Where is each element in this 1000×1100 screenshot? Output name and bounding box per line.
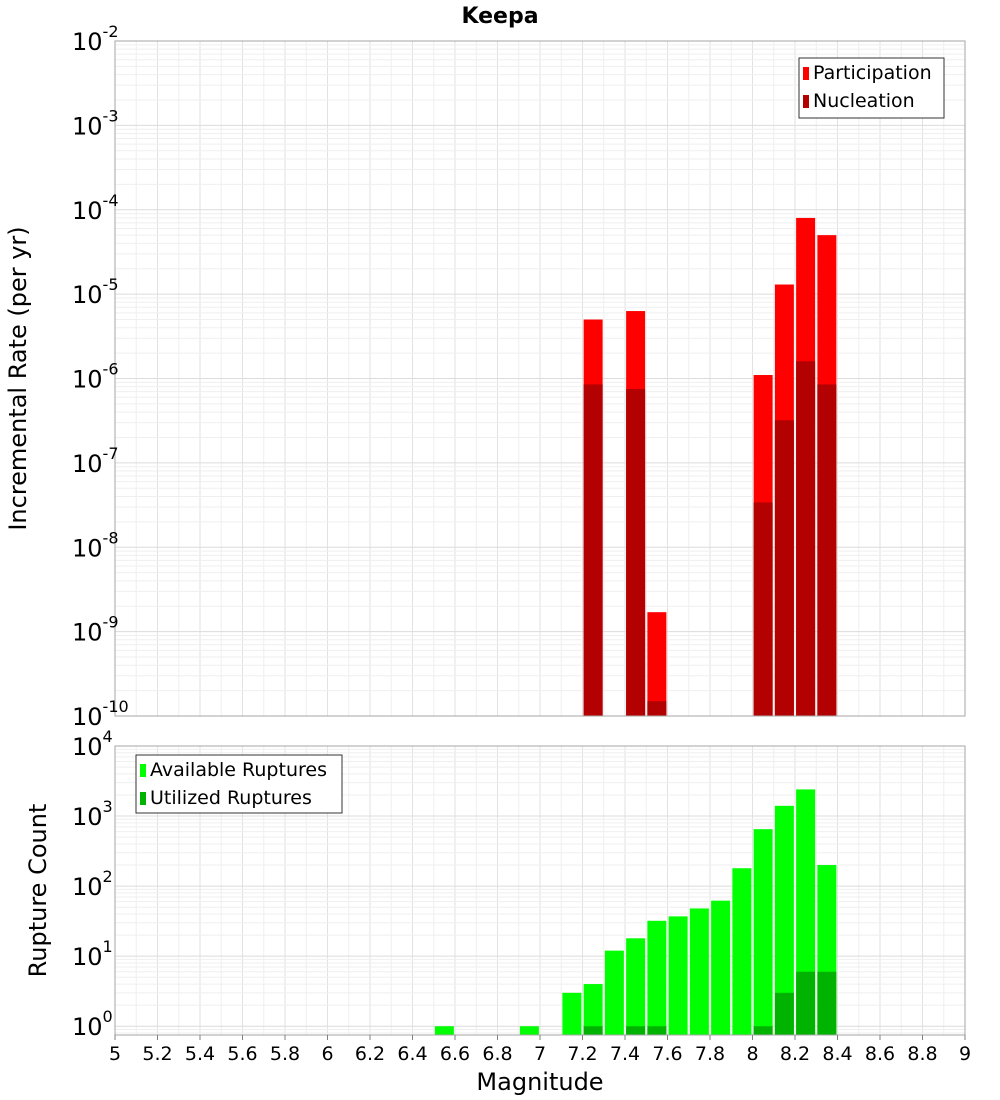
bottom-panel: 104 103 102 101 100 5 5.2 5.4 5.6 5.8 6 6.2 6.4 6.6 6… [24, 727, 971, 1096]
count-bar-0 [668, 916, 688, 1035]
x-tick-label: 6.8 [482, 1043, 512, 1065]
top-y-tick-label: 10-8 [72, 528, 119, 562]
top-grid [114, 41, 966, 717]
rate-bar-1 [583, 384, 603, 716]
top-y-ticks: 10-2 10-3 10-4 10-5 10-6 10-7 10-8 10-9 10-10 [72, 22, 129, 731]
x-tick-label: 8.4 [822, 1043, 852, 1065]
count-bar-0 [711, 900, 731, 1035]
x-tick-label: 8.6 [865, 1043, 895, 1065]
bottom-y-tick-label: 103 [72, 797, 113, 831]
top-y-tick-label: 10-5 [72, 275, 119, 309]
rate-bar-1 [753, 502, 773, 716]
legend-swatch [140, 792, 146, 805]
x-tick-label: 5 [109, 1043, 121, 1065]
count-bar-0 [732, 868, 752, 1035]
top-y-tick-label: 10-2 [72, 22, 119, 56]
legend-label: Available Ruptures [150, 759, 327, 781]
count-bar-0 [604, 950, 624, 1035]
rate-bar-1 [626, 389, 646, 716]
top-panel: 10-2 10-3 10-4 10-5 10-6 10-7 10-8 10-9 10-10 In… [4, 22, 966, 731]
rate-bar-1 [796, 361, 816, 716]
bottom-y-tick-label: 102 [72, 867, 113, 901]
top-y-tick-label: 10-3 [72, 106, 119, 140]
top-y-axis-label: Incremental Rate (per yr) [4, 226, 32, 530]
legend-swatch [140, 764, 146, 777]
count-bar-1 [817, 971, 837, 1035]
rate-bar-1 [817, 384, 837, 716]
legend-label: Utilized Ruptures [150, 787, 312, 809]
count-bar-1 [647, 1026, 667, 1035]
x-tick-label: 7.4 [610, 1043, 640, 1065]
count-bar-0 [626, 938, 646, 1035]
x-tick-label: 5.2 [142, 1043, 172, 1065]
count-bar-0 [583, 984, 603, 1035]
count-bar-0 [562, 992, 582, 1035]
x-ticks: 5 5.2 5.4 5.6 5.8 6 6.2 6.4 6.6 6.8 7 7.2 7.4 7.6 7.8 8… [109, 1035, 971, 1065]
x-tick-label: 6.6 [440, 1043, 470, 1065]
x-tick-label: 5.8 [270, 1043, 300, 1065]
x-tick-label: 7 [534, 1043, 546, 1065]
legend-label: Participation [813, 62, 932, 84]
top-y-tick-label: 10-4 [72, 191, 119, 225]
count-bar-0 [647, 920, 667, 1035]
x-tick-label: 6.2 [355, 1043, 385, 1065]
rate-bar-1 [774, 420, 794, 716]
x-tick-label: 6.4 [397, 1043, 427, 1065]
x-tick-label: 6 [321, 1043, 333, 1065]
legend-label: Nucleation [813, 90, 915, 112]
bottom-y-tick-label: 101 [72, 937, 113, 971]
top-y-tick-label: 10-7 [72, 444, 119, 478]
legend-box [798, 57, 945, 119]
count-bar-0 [689, 908, 709, 1035]
top-y-tick-label: 10-6 [72, 360, 119, 394]
top-y-tick-label: 10-10 [72, 697, 129, 731]
x-tick-label: 7.8 [695, 1043, 725, 1065]
x-tick-label: 8 [746, 1043, 758, 1065]
legend-swatch [803, 67, 809, 80]
x-tick-label: 8.8 [907, 1043, 937, 1065]
x-tick-label: 5.4 [185, 1043, 215, 1065]
bottom-y-ticks: 104 103 102 101 100 [72, 727, 113, 1041]
rate-bar-1 [647, 701, 667, 716]
count-bar-1 [774, 992, 794, 1035]
bottom-bars [434, 789, 837, 1035]
legend-swatch [803, 95, 809, 108]
top-legend: Participation Nucleation [798, 57, 945, 119]
count-bar-0 [434, 1026, 454, 1035]
bottom-legend: Available Ruptures Utilized Ruptures [135, 754, 343, 814]
bottom-y-tick-label: 100 [72, 1007, 113, 1041]
chart-title: Keepa [461, 4, 538, 29]
top-plot-frame [114, 40, 966, 717]
rate-bar-0 [647, 612, 667, 716]
top-bars [583, 217, 837, 716]
x-axis-label: Magnitude [476, 1068, 603, 1096]
x-tick-label: 8.2 [780, 1043, 810, 1065]
count-bar-1 [753, 1026, 773, 1035]
x-tick-label: 7.2 [567, 1043, 597, 1065]
bottom-y-tick-label: 104 [72, 727, 113, 761]
x-tick-label: 9 [959, 1043, 971, 1065]
count-bar-0 [753, 829, 773, 1035]
top-y-tick-label: 10-9 [72, 613, 119, 647]
x-tick-label: 7.6 [652, 1043, 682, 1065]
count-bar-1 [583, 1026, 603, 1035]
count-bar-0 [519, 1026, 539, 1035]
legend-box [135, 754, 343, 814]
count-bar-1 [626, 1026, 646, 1035]
count-bar-0 [774, 805, 794, 1035]
count-bar-1 [796, 971, 816, 1035]
bottom-y-axis-label: Rupture Count [24, 804, 52, 978]
x-tick-label: 5.6 [227, 1043, 257, 1065]
